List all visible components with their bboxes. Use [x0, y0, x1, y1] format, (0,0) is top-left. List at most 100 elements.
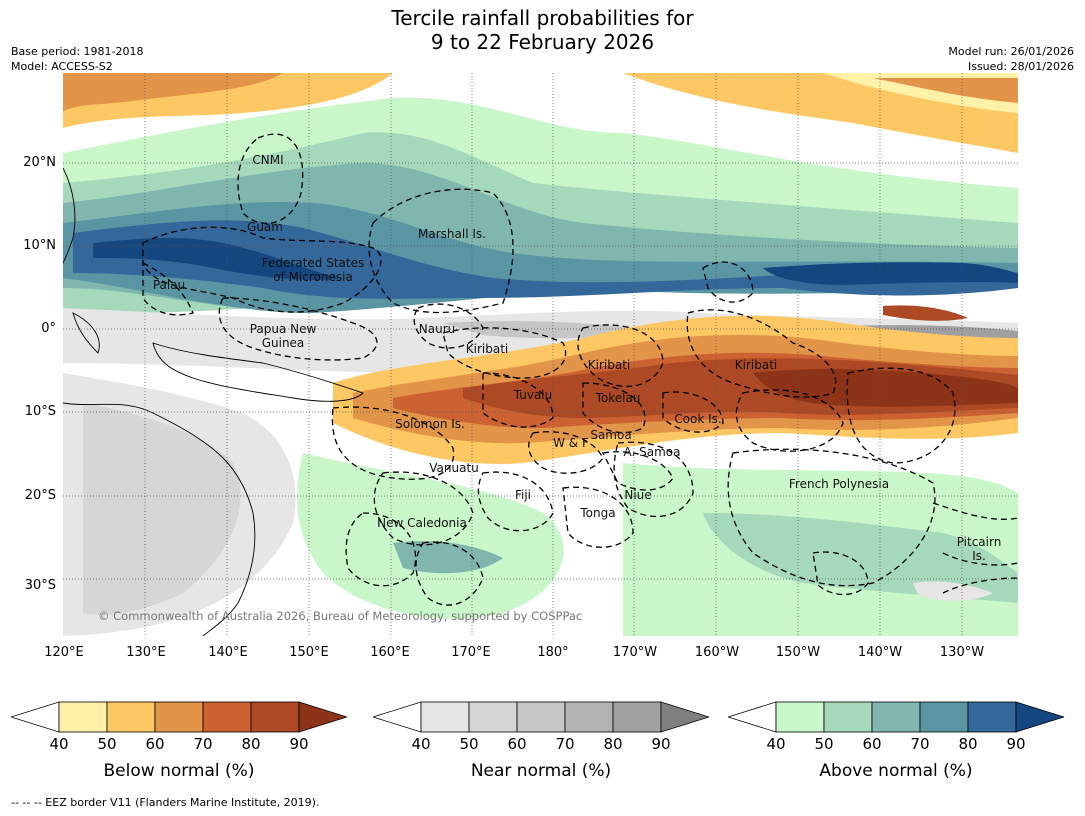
label-marshall-islands: Marshall Is. [418, 227, 486, 241]
rainfall-probability-map: CNMI Guam Marshall Is. Federated States … [63, 73, 1018, 636]
colorbar-over-extension [1015, 701, 1066, 733]
metadata-left: Base period: 1981-2018 Model: ACCESS-S2 [11, 44, 143, 74]
lon-label-170e: 170°E [451, 645, 491, 660]
label-french-polynesia: French Polynesia [788, 477, 890, 491]
colorbar-title-2: Near normal (%) [470, 761, 612, 781]
lat-label-20n: 20°N [23, 155, 56, 170]
colorbar-segment [564, 701, 614, 733]
lon-label-130w: 130°W [939, 645, 985, 660]
label-fsm: Federated States of Micronesia [262, 256, 364, 284]
colorbar-tick-label: 70 [910, 735, 930, 753]
label-tuvalu: Tuvalu [513, 388, 553, 402]
title-line-1: Tercile rainfall probabilities for [391, 6, 694, 30]
model-run: Model run: 26/01/2026 [948, 45, 1074, 58]
colorbar-ticks-3: 40 50 60 70 80 90 [728, 735, 1064, 753]
chart-title: Tercile rainfall probabilities for 9 to … [0, 6, 1085, 54]
lat-label-0: 0° [41, 321, 56, 336]
colorbar-tick-label: 80 [958, 735, 978, 753]
label-pitcairn-line2: Is. [972, 549, 986, 563]
colorbar-tick-label: 80 [241, 735, 261, 753]
label-kiribati-east: Kiribati [734, 358, 778, 372]
lon-label-170w: 170°W [612, 645, 658, 660]
colorbar-tick-label: 40 [49, 735, 69, 753]
colorbar-segment [919, 701, 969, 733]
colorbar-segment [871, 701, 921, 733]
colorbar-tick-label: 80 [603, 735, 623, 753]
label-png-line2: Guinea [261, 336, 305, 350]
lon-label-140w: 140°W [857, 645, 903, 660]
colorbar-tick-label: 50 [814, 735, 834, 753]
lon-label-140e: 140°E [208, 645, 248, 660]
colorbar-under-extension [9, 701, 60, 733]
issued-date: Issued: 28/01/2026 [967, 60, 1074, 73]
colorbar-segment [154, 701, 204, 733]
title-line-2: 9 to 22 February 2026 [430, 30, 655, 54]
label-fsm-line1: Federated States [261, 256, 365, 270]
colorbar-title-3: Above normal (%) [819, 761, 973, 781]
label-samoa: Samoa [590, 428, 632, 442]
label-fiji: Fiji [514, 488, 532, 502]
colorbar-ticks-1: 40 50 60 70 80 90 [11, 735, 347, 753]
label-kiribati-central: Kiribati [587, 358, 631, 372]
colorbar-tick-label: 40 [766, 735, 786, 753]
metadata-right: Model run: 26/01/2026 Issued: 28/01/2026 [948, 44, 1074, 74]
colorbar-segment [250, 701, 300, 733]
lon-label-130e: 130°E [126, 645, 166, 660]
colorbar-segment [468, 701, 518, 733]
colorbar-graphic-2 [371, 701, 711, 733]
colorbar-segment [58, 701, 108, 733]
colorbar-tick-label: 70 [555, 735, 575, 753]
copyright-notice: © Commonwealth of Australia 2026, Bureau… [98, 609, 583, 623]
label-wallis-futuna: W & F [553, 436, 589, 450]
label-new-caledonia: New Caledonia [377, 516, 467, 530]
label-pitcairn-line1: Pitcairn [956, 535, 1002, 549]
map-canvas [63, 73, 1018, 636]
colorbar-tick-label: 90 [651, 735, 671, 753]
colorbar-tick-label: 90 [289, 735, 309, 753]
colorbar-segment [106, 701, 156, 733]
colorbar-segment [612, 701, 662, 733]
label-cnmi: CNMI [252, 153, 284, 167]
label-palau: Palau [152, 278, 186, 292]
colorbar-tick-label: 90 [1006, 735, 1026, 753]
eez-footnote: -- -- -- EEZ border V11 (Flanders Marine… [11, 796, 320, 809]
colorbar-tick-label: 50 [459, 735, 479, 753]
colorbar-1 [9, 701, 349, 733]
label-png: Papua New Guinea [250, 322, 317, 350]
label-fsm-line2: of Micronesia [273, 270, 353, 284]
colorbar-over-extension [298, 701, 349, 733]
colorbar-graphic-1 [9, 701, 349, 733]
lon-label-150w: 150°W [775, 645, 821, 660]
base-period: Base period: 1981-2018 [11, 45, 144, 58]
model-name: Model: ACCESS-S2 [11, 60, 113, 73]
colorbar-segment [516, 701, 566, 733]
lat-label-30s: 30°S [24, 578, 56, 593]
label-guam: Guam [247, 220, 283, 234]
lon-label-150e: 150°E [289, 645, 329, 660]
label-american-samoa: A. Samoa [623, 445, 681, 459]
label-tonga: Tonga [580, 506, 616, 520]
label-tokelau: Tokelau [595, 391, 641, 405]
label-niue: Niue [624, 488, 652, 502]
colorbar-tick-label: 60 [145, 735, 165, 753]
colorbar-tick-label: 70 [193, 735, 213, 753]
colorbar-3 [726, 701, 1066, 733]
label-pitcairn: Pitcairn Is. [957, 535, 1002, 563]
colorbar-segment [202, 701, 252, 733]
colorbar-tick-label: 60 [507, 735, 527, 753]
colorbar-segment [775, 701, 825, 733]
colorbar-segment [967, 701, 1017, 733]
colorbar-under-extension [371, 701, 422, 733]
lat-label-10n: 10°N [23, 238, 56, 253]
lon-label-160e: 160°E [370, 645, 410, 660]
colorbar-ticks-2: 40 50 60 70 80 90 [373, 735, 709, 753]
label-kiribati-west: Kiribati [465, 342, 509, 356]
colorbar-title-1: Below normal (%) [103, 761, 255, 781]
label-solomon-islands: Solomon Is. [395, 417, 465, 431]
colorbar-tick-label: 50 [97, 735, 117, 753]
colorbar-over-extension [660, 701, 711, 733]
label-cook-islands: Cook Is. [674, 412, 722, 426]
colorbar-2 [371, 701, 711, 733]
colorbar-tick-label: 60 [862, 735, 882, 753]
colorbar-segment [823, 701, 873, 733]
